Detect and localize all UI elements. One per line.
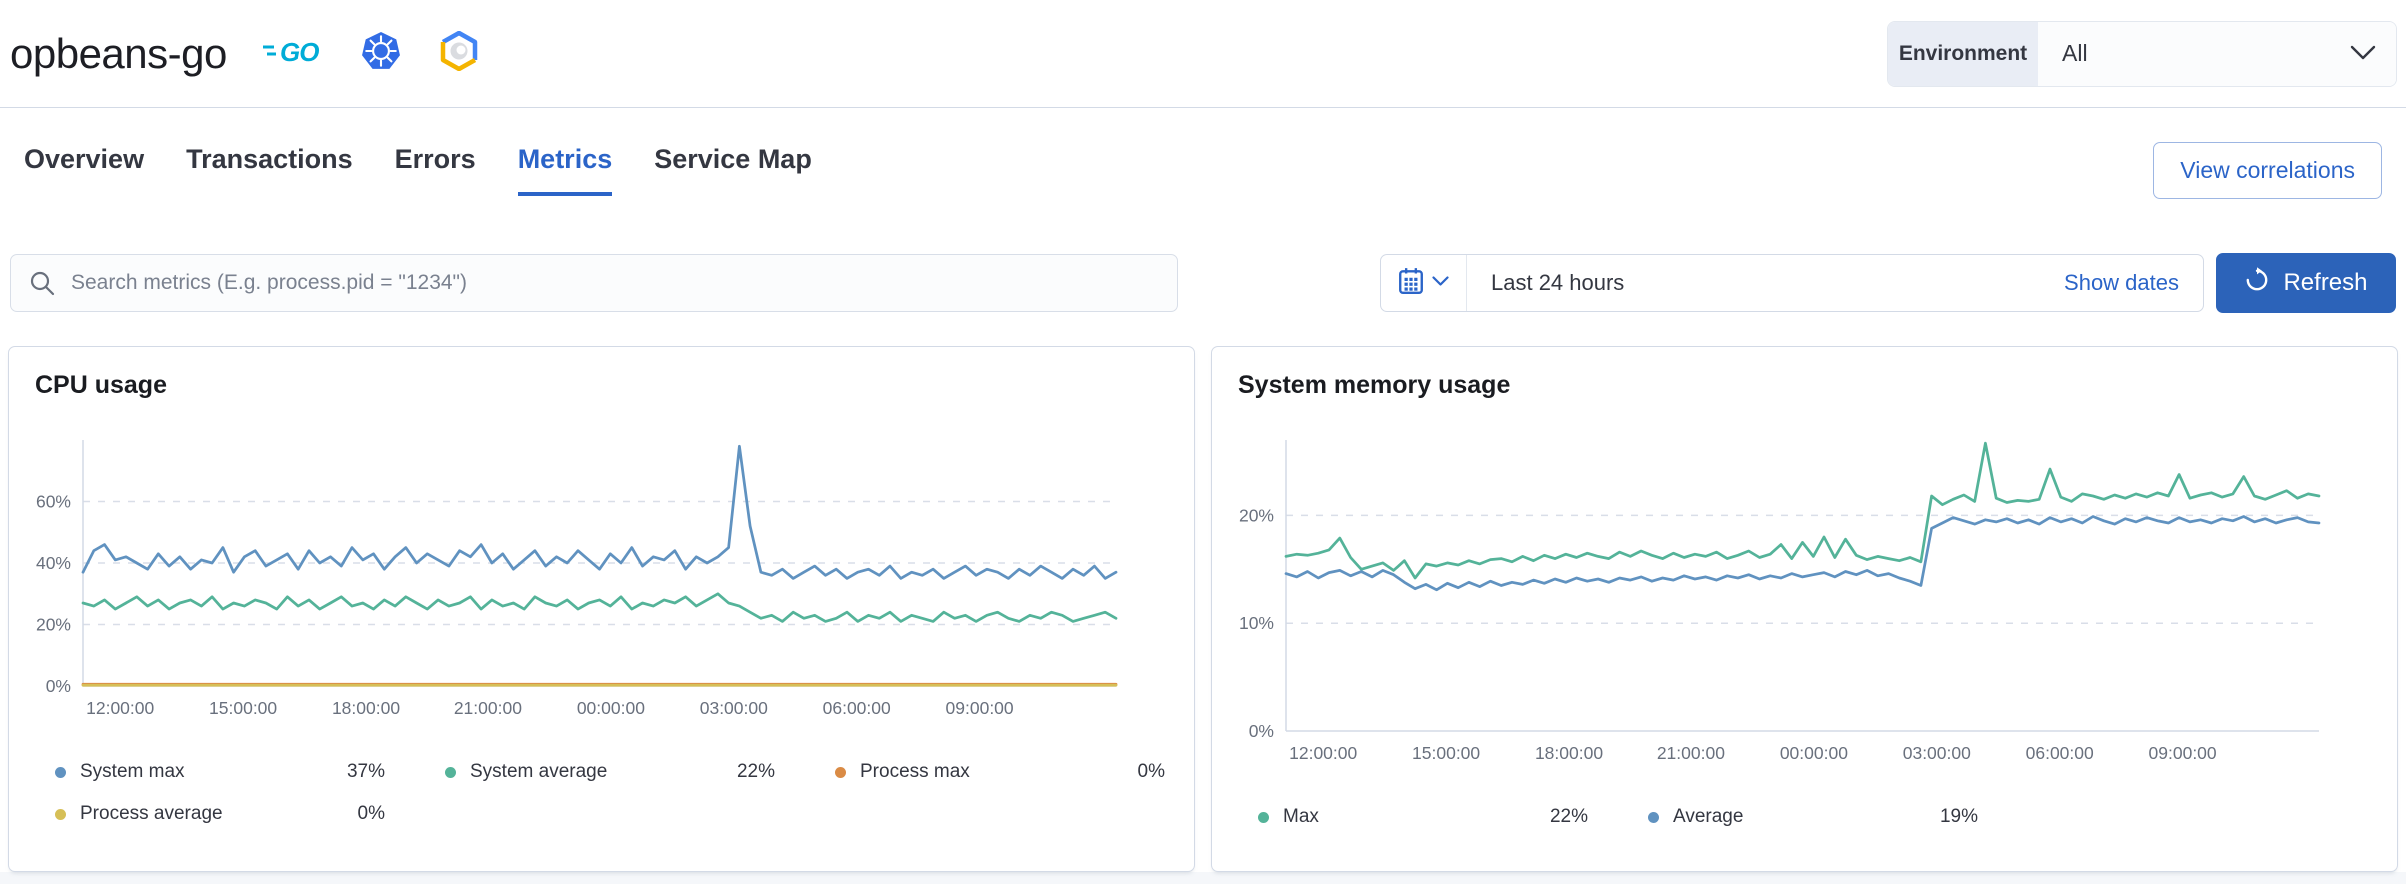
legend-label: Process average: [80, 803, 223, 824]
chevron-down-icon: [1432, 274, 1449, 292]
legend-label: Max: [1283, 806, 1319, 827]
svg-text:40%: 40%: [36, 553, 71, 573]
legend-item[interactable]: Process max 0%: [835, 754, 1165, 790]
legend-dot: [445, 766, 456, 778]
legend-dot: [1258, 811, 1269, 823]
svg-text:20%: 20%: [1239, 505, 1274, 525]
service-name-title: opbeans-go: [10, 29, 227, 77]
tab-errors[interactable]: Errors: [394, 144, 476, 174]
legend-label: Process max: [860, 761, 970, 782]
legend-item[interactable]: System max 37%: [55, 754, 385, 790]
series-System max: [81, 444, 1118, 580]
go-agent-icon: GO: [261, 33, 323, 74]
tab-transactions[interactable]: Transactions: [186, 144, 353, 174]
system-memory-usage-legend: Max 22% Average 19%: [1238, 799, 2371, 835]
svg-text:18:00:00: 18:00:00: [1535, 743, 1603, 763]
system-memory-usage-panel: System memory usage 0% 10% 20% 12:00:00 15:0…: [1211, 346, 2398, 872]
legend-dot: [55, 808, 66, 820]
tab-overview[interactable]: Overview: [24, 144, 145, 174]
refresh-button-label: Refresh: [2283, 269, 2368, 296]
legend-value: 0%: [1137, 761, 1165, 782]
svg-text:06:00:00: 06:00:00: [2026, 743, 2094, 763]
page-background-strip: [0, 872, 2406, 884]
legend-item[interactable]: Max 22%: [1258, 799, 1588, 835]
series-Max: [1284, 441, 2321, 580]
google-cloud-icon: [439, 30, 479, 76]
svg-text:06:00:00: 06:00:00: [823, 698, 891, 718]
environment-select[interactable]: Environment All: [1888, 21, 2396, 86]
tab-metrics[interactable]: Metrics: [517, 144, 613, 196]
legend-value: 22%: [736, 761, 775, 782]
svg-text:00:00:00: 00:00:00: [577, 698, 645, 718]
legend-dot: [835, 766, 846, 778]
legend-item[interactable]: Average 19%: [1648, 799, 1978, 835]
refresh-button[interactable]: Refresh: [2216, 253, 2396, 313]
legend-value: 37%: [346, 761, 385, 782]
legend-value: 19%: [1939, 806, 1978, 827]
kubernetes-icon: [361, 31, 401, 76]
cpu-usage-panel: CPU usage 0% 20% 40% 60% 12:00:00 15:00:00 18:…: [8, 346, 1195, 872]
toolbar: Last 24 hours Show dates Refresh: [10, 253, 2396, 313]
svg-text:0%: 0%: [1249, 721, 1274, 741]
legend-label: Average: [1673, 806, 1744, 827]
series-System average: [81, 592, 1118, 623]
svg-text:00:00:00: 00:00:00: [1780, 743, 1848, 763]
svg-text:60%: 60%: [36, 492, 71, 512]
chevron-down-icon: [2350, 40, 2376, 67]
search-metrics-input[interactable]: [10, 254, 1178, 312]
svg-text:20%: 20%: [36, 615, 71, 635]
legend-value: 22%: [1549, 806, 1588, 827]
legend-label: System max: [80, 761, 185, 782]
chart-title: System memory usage: [1238, 371, 1511, 399]
cpu-usage-chart[interactable]: 0% 20% 40% 60% 12:00:00 15:00:00 18:00:00 21:00…: [35, 426, 1168, 726]
svg-text:0%: 0%: [46, 676, 71, 696]
tabs-row: Overview Transactions Errors Metrics Ser…: [0, 108, 2406, 199]
svg-text:15:00:00: 15:00:00: [209, 698, 277, 718]
search-icon: [28, 269, 56, 302]
tab-service-map[interactable]: Service Map: [654, 144, 812, 174]
series-Average: [1284, 515, 2321, 592]
environment-select-label: Environment: [1888, 21, 2038, 86]
system-memory-usage-chart[interactable]: 0% 10% 20% 12:00:00 15:00:00 18:00:00 21:00:00…: [1238, 426, 2371, 771]
cpu-usage-legend: System max 37% System average 22% Process ma…: [35, 754, 1168, 832]
svg-text:09:00:00: 09:00:00: [2149, 743, 2217, 763]
svg-text:10%: 10%: [1239, 613, 1274, 633]
view-correlations-button[interactable]: View correlations: [2153, 142, 2382, 199]
tab-list: Overview Transactions Errors Metrics Ser…: [24, 144, 812, 196]
svg-text:18:00:00: 18:00:00: [332, 698, 400, 718]
calendar-icon: [1398, 267, 1424, 300]
legend-dot: [1648, 811, 1659, 823]
page-header: opbeans-go GO: [0, 0, 2406, 108]
agent-icons: GO: [261, 30, 479, 76]
legend-item[interactable]: Process average 0%: [55, 796, 385, 832]
show-dates-link[interactable]: Show dates: [2064, 270, 2179, 295]
date-picker: Last 24 hours Show dates: [1380, 254, 2204, 312]
svg-text:03:00:00: 03:00:00: [700, 698, 768, 718]
svg-text:12:00:00: 12:00:00: [1289, 743, 1357, 763]
legend-label: System average: [470, 761, 608, 782]
legend-item[interactable]: System average 22%: [445, 754, 775, 790]
legend-dot: [55, 766, 66, 778]
refresh-icon: [2244, 266, 2270, 300]
time-range-value[interactable]: Last 24 hours: [1491, 270, 1625, 295]
svg-text:GO: GO: [280, 37, 319, 67]
svg-text:15:00:00: 15:00:00: [1412, 743, 1480, 763]
svg-text:12:00:00: 12:00:00: [86, 698, 154, 718]
svg-text:09:00:00: 09:00:00: [946, 698, 1014, 718]
chart-title: CPU usage: [35, 371, 167, 399]
svg-text:03:00:00: 03:00:00: [1903, 743, 1971, 763]
environment-select-value: All: [2062, 40, 2088, 66]
legend-value: 0%: [357, 803, 385, 824]
svg-text:21:00:00: 21:00:00: [1657, 743, 1725, 763]
metrics-panels: CPU usage 0% 20% 40% 60% 12:00:00 15:00:00 18:…: [8, 346, 2398, 872]
quick-select-menu-button[interactable]: [1381, 255, 1467, 311]
svg-text:21:00:00: 21:00:00: [454, 698, 522, 718]
